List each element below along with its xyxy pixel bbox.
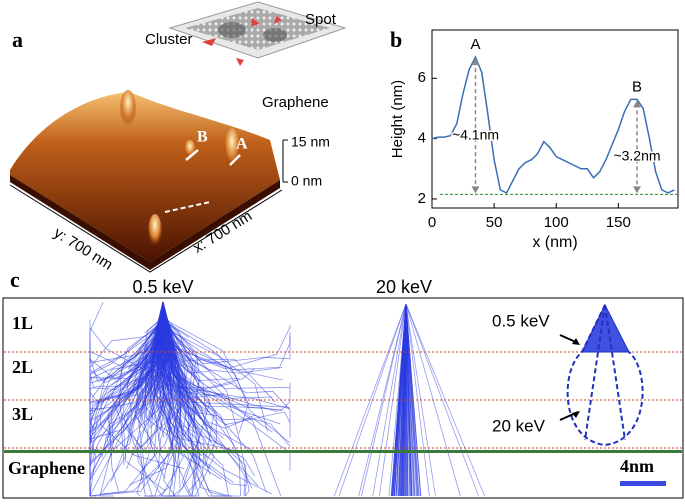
trajectory	[361, 303, 407, 497]
plot-frame	[431, 29, 679, 209]
trajectory	[401, 303, 407, 497]
panel-c: c 0.5 keV 20 keV 1L 2L 3L Graphene 0.5 k…	[2, 267, 684, 499]
x-tick-label: 150	[606, 214, 631, 231]
trajectory	[89, 301, 164, 422]
graphene-label: Graphene	[262, 94, 329, 111]
trajectory	[162, 301, 255, 477]
trajectory	[405, 303, 411, 497]
scale-bar	[620, 481, 666, 486]
y-tick-label: 6	[418, 69, 426, 86]
energy-label: 0.5 keV	[132, 277, 193, 297]
inset-label: 0.5 keV	[492, 311, 550, 330]
height-label: ~3.2nm	[613, 148, 660, 164]
marker-arrows	[185, 149, 241, 166]
scale-label: 15 nm	[291, 134, 330, 150]
afm-surface	[10, 92, 280, 262]
graphene-lattice	[185, 8, 330, 50]
scale-bar-label: 4nm	[620, 456, 654, 476]
afm-peak	[120, 90, 136, 130]
trajectory	[98, 301, 164, 497]
spot-label: Spot	[305, 11, 337, 28]
low-energy-cone	[581, 303, 630, 353]
trajectory	[405, 303, 415, 497]
x-axis-label: x (nm)	[532, 234, 577, 251]
layer-label: Graphene	[8, 458, 85, 478]
trajectory	[333, 303, 407, 497]
panel-label: a	[12, 27, 23, 52]
y-tick-label: 2	[418, 190, 426, 207]
x-tick-label: 0	[428, 214, 436, 231]
x-tick-label: 50	[486, 214, 503, 231]
trajectory	[358, 303, 407, 497]
trajectories	[89, 301, 485, 497]
panel-b: b x (nm) Height (nm) 0 50 100 150 2 4 6 A ~4.1nm…	[389, 27, 679, 251]
panel-label: c	[10, 267, 20, 292]
x-tick-label: 100	[544, 214, 569, 231]
marker-b: B	[197, 129, 208, 146]
layer-label: 2L	[12, 357, 33, 377]
panel-label: b	[390, 27, 402, 52]
trajectory	[158, 301, 229, 496]
layer-label: 3L	[12, 404, 33, 424]
trajectory	[140, 301, 187, 497]
high-energy-volume	[566, 304, 644, 447]
trajectory	[157, 301, 291, 408]
height-scale	[282, 139, 288, 183]
line-series	[431, 55, 675, 194]
afm-peak	[224, 128, 240, 172]
afm-peak	[148, 214, 162, 250]
trajectory	[89, 301, 170, 432]
panel-frame	[2, 297, 684, 499]
base-axes	[9, 184, 283, 273]
arrow-heads	[572, 338, 580, 418]
layer-label: 1L	[12, 313, 33, 333]
energy-label: 20 keV	[376, 277, 432, 297]
cluster	[218, 22, 246, 38]
trajectory	[89, 301, 164, 445]
graphene-layer	[4, 450, 682, 453]
trajectory	[154, 301, 173, 393]
cluster-label: Cluster	[145, 31, 193, 48]
trajectory	[405, 303, 419, 497]
trajectory	[405, 303, 479, 497]
scale-label: 0 nm	[291, 173, 322, 189]
peak-label: B	[632, 78, 642, 95]
y-tick-label: 4	[418, 130, 426, 147]
inset-label: 20 keV	[492, 416, 546, 435]
panel-a: a Cluster Spot Graphene B A 15 nm 0 nm y…	[9, 1, 347, 274]
cluster	[263, 28, 287, 42]
marker-a: A	[236, 136, 248, 153]
y-axis-label: Height (nm)	[389, 80, 406, 158]
height-label: ~4.1nm	[452, 126, 499, 142]
trajectory	[154, 301, 248, 497]
peak-label: A	[470, 36, 480, 53]
